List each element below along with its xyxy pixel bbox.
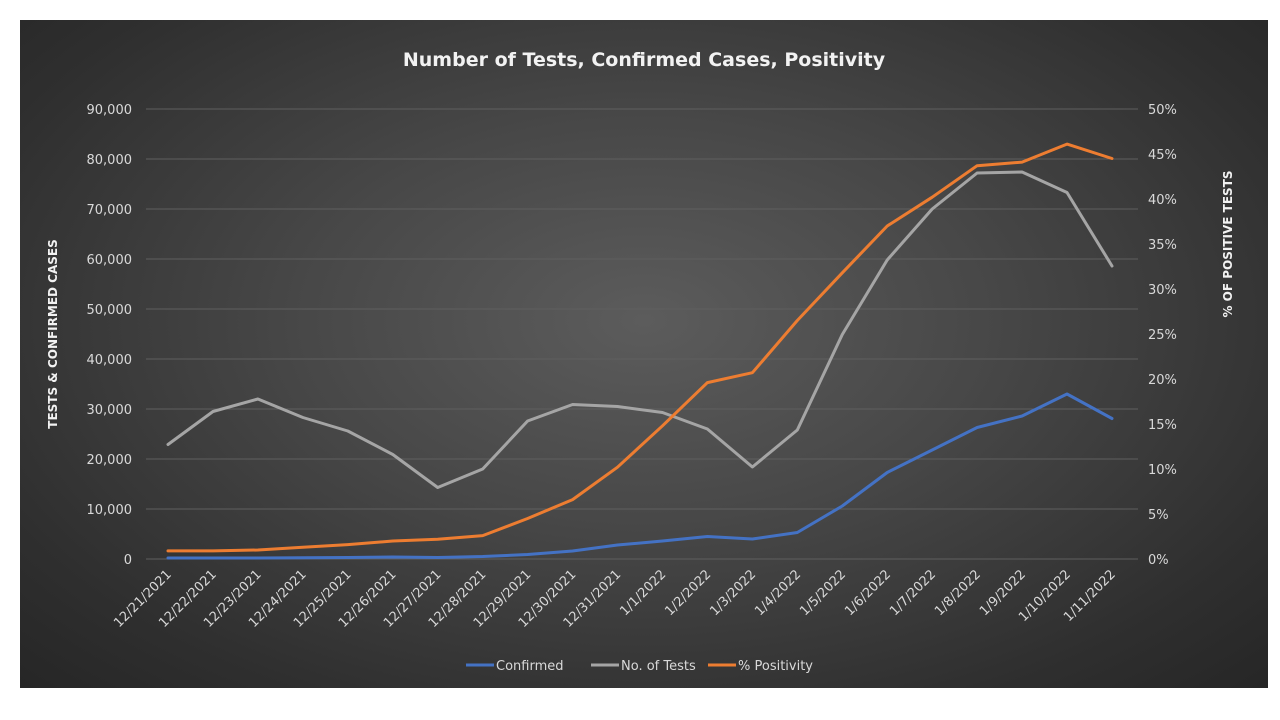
y-tick-label: 40,000 xyxy=(87,353,133,368)
y-axis-tick-labels: 0 10,000 20,000 30,000 40,000 50,000 60,000 70,… xyxy=(87,103,133,568)
legend-label-positivity: % Positivity xyxy=(738,659,813,674)
y2-tick-label: 20% xyxy=(1148,373,1177,388)
y-tick-label: 70,000 xyxy=(87,203,133,218)
x-tick-label: 1/1/2022 xyxy=(617,567,669,619)
series-lines xyxy=(166,142,1114,560)
y2-tick-label: 15% xyxy=(1148,418,1177,433)
y2-axis-tick-labels: 0% 5% 10% 15% 20% 25% 30% 35% 40% 45% 50% xyxy=(1148,103,1177,568)
x-tick-label: 1/8/2022 xyxy=(932,567,984,619)
legend: Confirmed No. of Tests % Positivity xyxy=(466,659,813,674)
y2-tick-label: 5% xyxy=(1148,508,1169,523)
series-line-confirmed xyxy=(166,392,1114,560)
chart-title: Number of Tests, Confirmed Cases, Positi… xyxy=(403,49,886,71)
x-axis-tick-labels: 12/21/202112/22/202112/23/202112/24/2021… xyxy=(111,567,1119,631)
y-tick-label: 60,000 xyxy=(87,253,133,268)
y-tick-label: 10,000 xyxy=(87,503,133,518)
y-axis-title: TESTS & CONFIRMED CASES xyxy=(46,239,60,428)
x-tick-label: 1/4/2022 xyxy=(752,567,804,619)
y2-axis-title: % OF POSITIVE TESTS xyxy=(1221,170,1235,317)
series-line-positivity xyxy=(166,142,1114,553)
line-chart: Number of Tests, Confirmed Cases, Positi… xyxy=(46,49,1235,674)
y2-tick-label: 40% xyxy=(1148,193,1177,208)
y2-tick-label: 10% xyxy=(1148,463,1177,478)
x-tick-label: 1/7/2022 xyxy=(887,567,939,619)
y2-tick-label: 0% xyxy=(1148,553,1169,568)
y2-tick-label: 25% xyxy=(1148,328,1177,343)
y-tick-label: 50,000 xyxy=(87,303,133,318)
y-tick-label: 80,000 xyxy=(87,153,133,168)
y-tick-label: 20,000 xyxy=(87,453,133,468)
series-line-no-of-tests xyxy=(166,170,1114,489)
y2-tick-label: 30% xyxy=(1148,283,1177,298)
y-tick-label: 30,000 xyxy=(87,403,133,418)
legend-label-no-of-tests: No. of Tests xyxy=(621,659,696,674)
x-tick-label: 1/2/2022 xyxy=(662,567,714,619)
y-tick-label: 0 xyxy=(124,553,132,568)
legend-label-confirmed: Confirmed xyxy=(496,659,564,674)
y2-tick-label: 35% xyxy=(1148,238,1177,253)
y2-tick-label: 45% xyxy=(1148,148,1177,163)
x-tick-label: 1/3/2022 xyxy=(707,567,759,619)
x-tick-label: 1/5/2022 xyxy=(797,567,849,619)
y2-tick-label: 50% xyxy=(1148,103,1177,118)
x-tick-label: 1/6/2022 xyxy=(842,567,894,619)
gridlines xyxy=(146,108,1138,560)
chart-area: Number of Tests, Confirmed Cases, Positi… xyxy=(20,20,1268,688)
y-tick-label: 90,000 xyxy=(87,103,133,118)
